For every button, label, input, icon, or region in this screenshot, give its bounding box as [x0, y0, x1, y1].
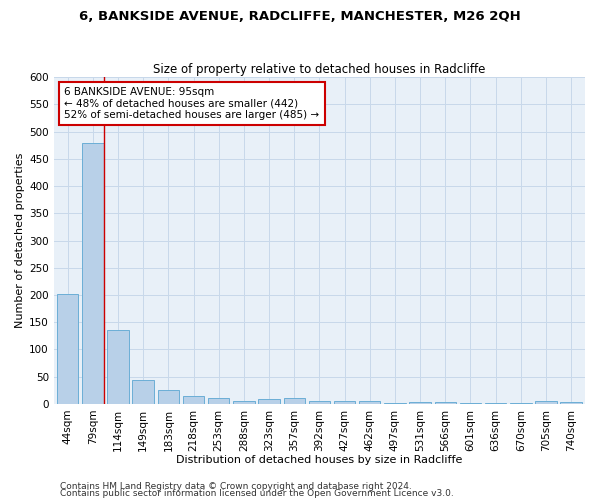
- Title: Size of property relative to detached houses in Radcliffe: Size of property relative to detached ho…: [153, 63, 485, 76]
- Bar: [107, 330, 128, 404]
- Bar: [158, 390, 179, 404]
- X-axis label: Distribution of detached houses by size in Radcliffe: Distribution of detached houses by size …: [176, 455, 463, 465]
- Bar: [183, 396, 204, 404]
- Text: Contains HM Land Registry data © Crown copyright and database right 2024.: Contains HM Land Registry data © Crown c…: [60, 482, 412, 491]
- Text: Contains public sector information licensed under the Open Government Licence v3: Contains public sector information licen…: [60, 490, 454, 498]
- Bar: [133, 380, 154, 404]
- Bar: [57, 294, 79, 404]
- Bar: [535, 401, 557, 404]
- Bar: [409, 402, 431, 404]
- Text: 6, BANKSIDE AVENUE, RADCLIFFE, MANCHESTER, M26 2QH: 6, BANKSIDE AVENUE, RADCLIFFE, MANCHESTE…: [79, 10, 521, 23]
- Bar: [560, 402, 582, 404]
- Bar: [208, 398, 229, 404]
- Bar: [308, 400, 330, 404]
- Bar: [334, 400, 355, 404]
- Bar: [359, 401, 380, 404]
- Bar: [82, 142, 104, 404]
- Bar: [259, 399, 280, 404]
- Bar: [485, 403, 506, 404]
- Y-axis label: Number of detached properties: Number of detached properties: [15, 153, 25, 328]
- Bar: [284, 398, 305, 404]
- Bar: [233, 400, 254, 404]
- Text: 6 BANKSIDE AVENUE: 95sqm
← 48% of detached houses are smaller (442)
52% of semi-: 6 BANKSIDE AVENUE: 95sqm ← 48% of detach…: [64, 87, 320, 120]
- Bar: [434, 402, 456, 404]
